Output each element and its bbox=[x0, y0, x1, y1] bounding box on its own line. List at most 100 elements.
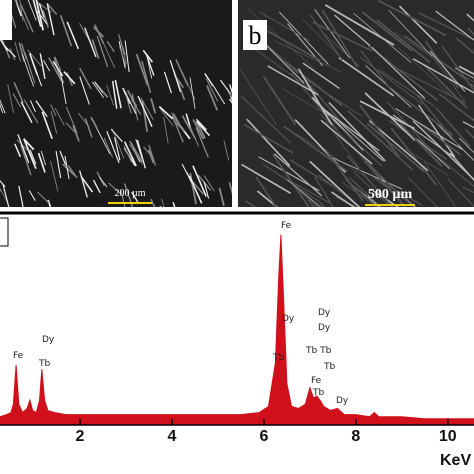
streak bbox=[22, 138, 35, 151]
peak-label: Tb bbox=[38, 359, 50, 369]
streak bbox=[447, 178, 474, 207]
peak-label: Dy bbox=[318, 308, 331, 318]
streak bbox=[36, 10, 48, 24]
streak bbox=[334, 14, 371, 47]
streak bbox=[163, 71, 173, 94]
streak bbox=[4, 45, 16, 58]
streak bbox=[43, 60, 51, 72]
streak bbox=[64, 155, 70, 180]
streak bbox=[42, 10, 49, 28]
streak bbox=[192, 119, 205, 140]
streak bbox=[212, 84, 226, 105]
streak bbox=[192, 165, 207, 197]
streak bbox=[349, 177, 382, 207]
streak bbox=[309, 160, 361, 207]
streak bbox=[267, 65, 319, 96]
streak bbox=[175, 59, 189, 86]
streak bbox=[91, 39, 100, 59]
streak bbox=[438, 93, 474, 122]
streak bbox=[110, 128, 123, 143]
streak bbox=[94, 81, 103, 94]
streak bbox=[0, 99, 6, 114]
streak bbox=[39, 53, 46, 80]
streak bbox=[19, 0, 24, 22]
streak bbox=[48, 57, 63, 82]
streak bbox=[50, 104, 57, 117]
streak bbox=[59, 150, 67, 166]
streak bbox=[29, 100, 36, 113]
streak bbox=[188, 175, 203, 204]
streak bbox=[96, 127, 111, 155]
streak bbox=[141, 99, 149, 132]
peak-label: Fe bbox=[311, 376, 322, 386]
streak bbox=[398, 47, 452, 97]
streak bbox=[0, 187, 8, 203]
streak bbox=[298, 68, 333, 126]
streak bbox=[66, 21, 79, 50]
streak bbox=[206, 85, 219, 111]
streak bbox=[84, 27, 97, 58]
streak bbox=[259, 26, 321, 62]
streak bbox=[172, 201, 176, 207]
streak bbox=[455, 37, 474, 55]
streak bbox=[388, 9, 433, 57]
streak bbox=[7, 84, 14, 114]
streak bbox=[398, 5, 438, 44]
streak bbox=[262, 75, 297, 126]
streak bbox=[17, 134, 30, 164]
streak bbox=[241, 163, 292, 194]
streak bbox=[195, 127, 209, 158]
streak bbox=[161, 198, 165, 207]
x-tick-label: 6 bbox=[259, 428, 268, 445]
streak bbox=[246, 118, 291, 167]
streak bbox=[395, 108, 463, 150]
peak-label: Tb bbox=[272, 353, 284, 363]
streak bbox=[124, 40, 130, 73]
streak bbox=[36, 191, 50, 204]
streak bbox=[103, 137, 114, 158]
streak bbox=[118, 45, 127, 66]
streak bbox=[219, 79, 232, 95]
x-tick-label: 8 bbox=[351, 428, 360, 445]
streak bbox=[359, 100, 415, 130]
streak bbox=[229, 84, 232, 94]
streak bbox=[203, 175, 215, 192]
streak bbox=[12, 93, 22, 108]
streak bbox=[125, 94, 132, 114]
streak bbox=[272, 154, 310, 207]
streak bbox=[279, 11, 329, 65]
streak bbox=[392, 114, 455, 158]
streak bbox=[173, 120, 186, 132]
streak bbox=[353, 12, 412, 64]
panel-b-label-box bbox=[243, 20, 267, 50]
streak bbox=[196, 122, 206, 139]
streak bbox=[24, 52, 36, 84]
streak bbox=[23, 139, 37, 169]
streak bbox=[435, 10, 474, 41]
streak bbox=[300, 75, 363, 117]
x-tick-label: 10 bbox=[439, 428, 457, 445]
peak-label: Fe bbox=[281, 221, 292, 231]
streak bbox=[314, 8, 350, 59]
streak bbox=[396, 67, 466, 104]
streak bbox=[158, 105, 174, 120]
streak bbox=[228, 182, 232, 195]
streak bbox=[131, 93, 139, 121]
streak bbox=[38, 3, 45, 18]
streak bbox=[376, 19, 431, 64]
streak bbox=[20, 4, 34, 33]
streak bbox=[371, 46, 426, 99]
streak bbox=[273, 153, 323, 197]
streak bbox=[285, 61, 343, 107]
streak bbox=[126, 89, 138, 107]
streak bbox=[146, 56, 153, 79]
peak-label: Fe bbox=[13, 351, 24, 361]
streak bbox=[281, 176, 332, 205]
streak bbox=[14, 41, 21, 62]
streak bbox=[123, 141, 137, 167]
streak bbox=[111, 128, 125, 159]
streak bbox=[111, 80, 118, 109]
streak bbox=[353, 171, 392, 207]
streak bbox=[54, 56, 62, 71]
streak bbox=[321, 107, 380, 152]
